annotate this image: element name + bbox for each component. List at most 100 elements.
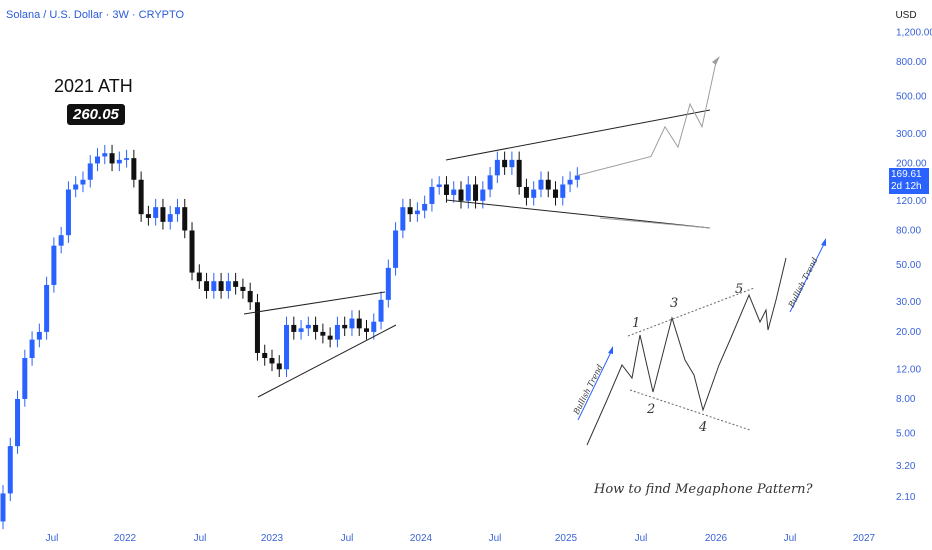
y-tick-label: 800.00 <box>896 57 927 68</box>
candle-body <box>58 235 64 246</box>
megaphone-diagram-upper-dotted <box>627 287 755 337</box>
candle-body <box>313 324 319 332</box>
candle-body <box>327 335 333 340</box>
candle-body <box>494 159 500 176</box>
candle-body <box>451 189 457 195</box>
chart-title: Solana / U.S. Dollar · 3W · CRYPTO <box>6 9 185 21</box>
candle-body <box>174 207 180 215</box>
candle-body <box>458 189 464 201</box>
pattern-caption: How to find Megaphone Pattern? <box>594 482 813 497</box>
candle-body <box>443 184 449 195</box>
megaphone-diagram-lower-dotted <box>629 389 751 431</box>
candle-body <box>567 179 573 185</box>
ath-title: 2021 ATH <box>54 76 133 96</box>
y-tick-label: 30.00 <box>896 297 921 308</box>
x-tick-label: Jul <box>194 533 207 544</box>
candle-body <box>87 163 93 180</box>
candle-body <box>538 179 544 190</box>
wave-label-4: 4 <box>698 420 707 435</box>
x-tick-label: 2027 <box>853 533 876 544</box>
currency-selector[interactable]: USD <box>895 10 917 21</box>
candle-body <box>109 153 115 164</box>
x-axis: Jul 2022 Jul 2023 Jul 2024 Jul 2025 Jul 2026 Jul 20… <box>46 533 876 544</box>
candle-body <box>167 214 173 222</box>
candle-body <box>291 324 297 332</box>
y-tick-label: 200.00 <box>896 158 927 169</box>
bullish-trend-arrow-left <box>577 349 613 421</box>
candle-body <box>414 210 420 215</box>
candle-body <box>371 321 377 332</box>
current-price-tag: 169.61 2d 12h <box>889 168 929 194</box>
candle-body <box>436 184 442 187</box>
candle-body <box>95 156 101 164</box>
candle-body <box>211 281 217 291</box>
candle-body <box>73 184 79 190</box>
candle-body <box>407 207 413 215</box>
megaphone-upper-line <box>445 109 711 161</box>
candle-body <box>145 214 151 218</box>
candle-body <box>29 339 35 359</box>
candle-body <box>400 207 406 231</box>
y-tick-label: 20.00 <box>896 327 921 338</box>
candle-body <box>429 186 435 204</box>
candle-body <box>523 186 529 198</box>
y-tick-label: 8.00 <box>896 394 916 405</box>
x-tick-label: Jul <box>341 533 354 544</box>
y-tick-label: 500.00 <box>896 91 927 102</box>
candle-body <box>247 290 253 303</box>
y-tick-label: 50.00 <box>896 260 921 271</box>
megaphone-lower-extension <box>599 217 711 229</box>
candle-body <box>305 324 311 329</box>
candle-body <box>531 189 537 198</box>
candle-body <box>36 331 42 340</box>
triangle-lower-line <box>257 324 397 398</box>
candle-body <box>254 302 260 353</box>
candle-body <box>356 318 362 329</box>
candle-body <box>553 189 559 198</box>
y-tick-label: 80.00 <box>896 225 921 236</box>
candle-body <box>160 207 166 222</box>
candle-body <box>102 153 108 157</box>
candle-body <box>334 324 340 340</box>
candle-body <box>116 159 122 164</box>
candle-body <box>560 184 566 198</box>
candle-body <box>385 267 391 300</box>
candle-body <box>487 175 493 190</box>
y-tick-label: 300.00 <box>896 129 927 140</box>
candle-body <box>196 272 202 282</box>
candle-body <box>15 398 21 447</box>
candle-body <box>502 159 508 168</box>
candle-body <box>393 230 399 268</box>
bullish-trend-arrowhead-right <box>821 238 826 246</box>
candle-body <box>189 230 195 273</box>
candle-body <box>516 159 522 187</box>
candle-body <box>574 175 580 180</box>
ath-value-badge: 260.05 <box>67 104 125 125</box>
bullish-trend-label-left: Bullish Trend <box>571 363 604 417</box>
candle-body <box>284 324 290 370</box>
y-tick-label: 3.20 <box>896 461 916 472</box>
y-axis: 2.10 3.20 5.00 8.00 12.00 20.00 30.00 50.00 80.0… <box>896 27 932 502</box>
candle-body <box>364 328 369 332</box>
wave-label-5: 5 <box>735 282 743 297</box>
candle-body <box>320 331 326 336</box>
candle-body <box>218 281 224 291</box>
bullish-trend-arrow-right <box>789 241 826 313</box>
x-tick-label: Jul <box>784 533 797 544</box>
wave-label-3: 3 <box>670 296 678 311</box>
x-tick-label: 2022 <box>114 533 137 544</box>
bar-countdown: 2d 12h <box>891 181 922 192</box>
candle-body <box>262 352 268 359</box>
triangle-upper-line <box>243 291 386 315</box>
candle-body <box>240 286 246 291</box>
candlestick-series <box>0 144 580 530</box>
candle-body <box>276 363 282 370</box>
x-tick-label: 2024 <box>410 533 433 544</box>
x-tick-label: 2026 <box>705 533 728 544</box>
candle-body <box>269 358 275 364</box>
x-tick-label: 2025 <box>555 533 578 544</box>
x-tick-label: Jul <box>46 533 59 544</box>
y-tick-label: 12.00 <box>896 364 921 375</box>
candle-body <box>422 203 428 211</box>
